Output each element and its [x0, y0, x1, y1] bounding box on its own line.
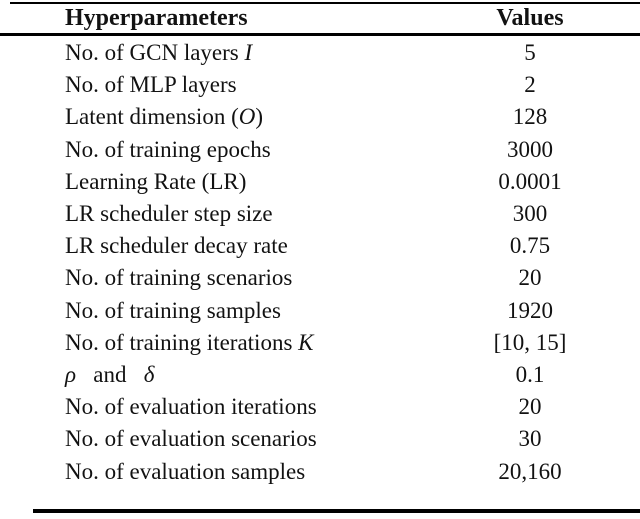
header-values: Values	[496, 4, 564, 31]
row-value: 128	[512, 104, 548, 130]
label-text: No. of MLP layers	[65, 72, 237, 98]
math-variable: δ	[143, 361, 155, 387]
row-value: 20,160	[498, 458, 562, 484]
header-hyperparameters: Hyperparameters	[65, 4, 248, 31]
table-body: No. of GCN layers I 5 No. of MLP layers 2 La…	[0, 37, 640, 488]
table-row: No. of GCN layers I 5	[0, 37, 640, 69]
row-value: 3000	[507, 136, 553, 162]
table-row: No. of training epochs 3000	[0, 134, 640, 166]
row-value: 2	[524, 72, 536, 98]
table-row: LR scheduler step size 300	[0, 198, 640, 230]
table-row: Latent dimension (O) 128	[0, 101, 640, 133]
math-variable: I	[244, 40, 253, 66]
row-value: [10, 15]	[493, 329, 567, 355]
table-top-rule	[10, 2, 640, 4]
label-text: LR scheduler step size	[65, 201, 273, 227]
math-variable: K	[298, 329, 314, 355]
label-text: and	[76, 361, 144, 387]
table-row: Learning Rate (LR) 0.0001	[0, 166, 640, 198]
table-row: No. of evaluation iterations 20	[0, 391, 640, 423]
row-value: 20	[518, 265, 542, 291]
row-value: 0.1	[515, 361, 545, 387]
table-row: ρ and δ 0.1	[0, 359, 640, 391]
label-text: )	[255, 104, 264, 130]
row-label: No. of evaluation samples	[0, 459, 445, 485]
row-label: ρ and δ	[0, 362, 445, 388]
table-header-rule	[0, 33, 640, 36]
row-value: 30	[518, 426, 542, 452]
row-label: No. of evaluation iterations	[0, 394, 445, 420]
row-label: LR scheduler step size	[0, 201, 445, 227]
table-row: LR scheduler decay rate 0.75	[0, 230, 640, 262]
label-text: No. of evaluation samples	[65, 458, 306, 484]
math-variable: ρ	[65, 361, 77, 387]
row-label: Learning Rate (LR)	[0, 169, 445, 195]
table-row: No. of training iterations K [10, 15]	[0, 327, 640, 359]
row-value: 5	[524, 40, 536, 66]
row-value: 0.75	[509, 233, 551, 259]
table-row: No. of evaluation scenarios 30	[0, 423, 640, 455]
label-text: No. of training samples	[65, 297, 281, 323]
table-bottom-rule	[33, 509, 640, 513]
label-text: No. of GCN layers	[65, 40, 245, 66]
label-text: No. of evaluation scenarios	[65, 426, 317, 452]
label-text: No. of training scenarios	[65, 265, 293, 291]
table-row: No. of training samples 1920	[0, 295, 640, 327]
label-text: LR scheduler decay rate	[65, 233, 288, 259]
row-label: Latent dimension (O)	[0, 104, 445, 130]
row-label: No. of training samples	[0, 298, 445, 324]
row-label: No. of training iterations K	[0, 330, 445, 356]
table-header-row: Hyperparameters Values	[0, 3, 640, 33]
table-row: No. of evaluation samples 20,160	[0, 455, 640, 487]
row-value: 300	[512, 201, 548, 227]
label-text: No. of training epochs	[65, 136, 271, 162]
row-label: LR scheduler decay rate	[0, 233, 445, 259]
row-label: No. of training scenarios	[0, 265, 445, 291]
row-label: No. of MLP layers	[0, 72, 445, 98]
label-text: No. of evaluation iterations	[65, 394, 317, 420]
label-text: No. of training iterations	[65, 329, 299, 355]
row-value: 20	[518, 394, 542, 420]
row-label: No. of training epochs	[0, 137, 445, 163]
math-variable: O	[238, 104, 256, 130]
label-text: Learning Rate (LR)	[65, 168, 247, 194]
row-value: 0.0001	[498, 168, 562, 194]
row-value: 1920	[507, 297, 553, 323]
row-label: No. of GCN layers I	[0, 40, 445, 66]
table-row: No. of MLP layers 2	[0, 69, 640, 101]
table-row: No. of training scenarios 20	[0, 262, 640, 294]
row-label: No. of evaluation scenarios	[0, 426, 445, 452]
label-text: Latent dimension (	[65, 104, 239, 130]
